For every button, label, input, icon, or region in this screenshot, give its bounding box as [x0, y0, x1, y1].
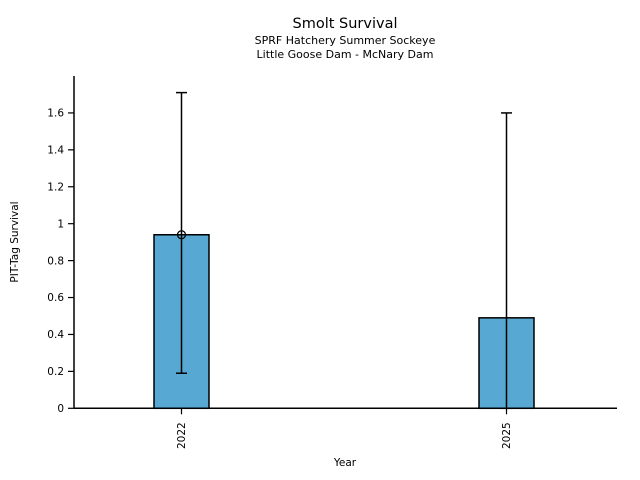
y-tick-label: 1	[57, 218, 64, 230]
x-tick-label: 2022	[176, 422, 188, 449]
point-marker-2022	[176, 230, 187, 240]
chart-subtitle-line2: Little Goose Dam - McNary Dam	[257, 48, 434, 61]
y-tick-label: 1.4	[47, 145, 64, 157]
chart-subtitle-line1: SPRF Hatchery Summer Sockeye	[255, 34, 436, 47]
y-axis-label: PIT-Tag Survival	[9, 201, 21, 282]
plot-area: 0 0.2 0.4 0.6 0.8 1 1.2 1.4 1.6 2022 2025	[47, 76, 617, 449]
y-tick-label: 0.4	[47, 329, 64, 341]
x-tick-label: 2025	[501, 422, 513, 449]
chart-title: Smolt Survival	[293, 16, 398, 32]
y-tick-label: 1.2	[47, 181, 64, 193]
x-axis-label: Year	[333, 457, 357, 469]
y-tick-label: 0.2	[47, 366, 64, 378]
y-tick-label: 0.6	[47, 292, 64, 304]
y-tick-label: 1.6	[47, 108, 64, 120]
y-tick-label: 0.8	[47, 255, 64, 267]
y-tick-label: 0	[57, 403, 64, 415]
